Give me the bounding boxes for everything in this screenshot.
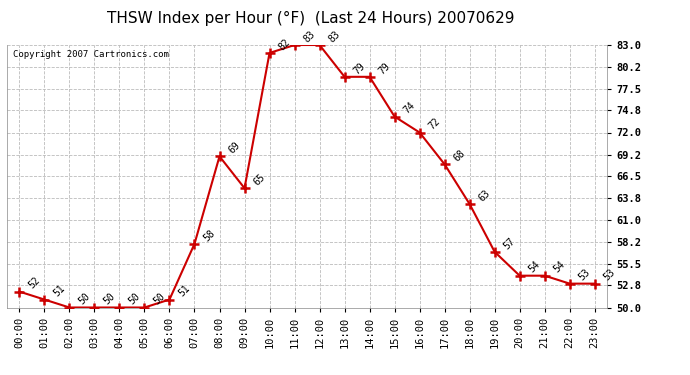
Text: 72: 72 — [426, 116, 442, 132]
Text: 57: 57 — [502, 236, 517, 251]
Text: 65: 65 — [251, 172, 267, 188]
Text: 50: 50 — [77, 291, 92, 307]
Text: 58: 58 — [201, 228, 217, 243]
Text: 54: 54 — [551, 260, 567, 275]
Text: 50: 50 — [101, 291, 117, 307]
Text: 52: 52 — [26, 275, 41, 291]
Text: 69: 69 — [226, 140, 242, 156]
Text: 82: 82 — [277, 37, 292, 52]
Text: 68: 68 — [451, 148, 467, 164]
Text: 51: 51 — [177, 284, 192, 299]
Text: 83: 83 — [302, 29, 317, 44]
Text: 79: 79 — [377, 61, 392, 76]
Text: Copyright 2007 Cartronics.com: Copyright 2007 Cartronics.com — [13, 50, 169, 59]
Text: 63: 63 — [477, 188, 492, 203]
Text: 53: 53 — [602, 267, 617, 283]
Text: 54: 54 — [526, 260, 542, 275]
Text: 50: 50 — [151, 291, 167, 307]
Text: THSW Index per Hour (°F)  (Last 24 Hours) 20070629: THSW Index per Hour (°F) (Last 24 Hours)… — [107, 11, 514, 26]
Text: 83: 83 — [326, 29, 342, 44]
Text: 51: 51 — [51, 284, 67, 299]
Text: 79: 79 — [351, 61, 367, 76]
Text: 50: 50 — [126, 291, 141, 307]
Text: 53: 53 — [577, 267, 592, 283]
Text: 74: 74 — [402, 100, 417, 116]
